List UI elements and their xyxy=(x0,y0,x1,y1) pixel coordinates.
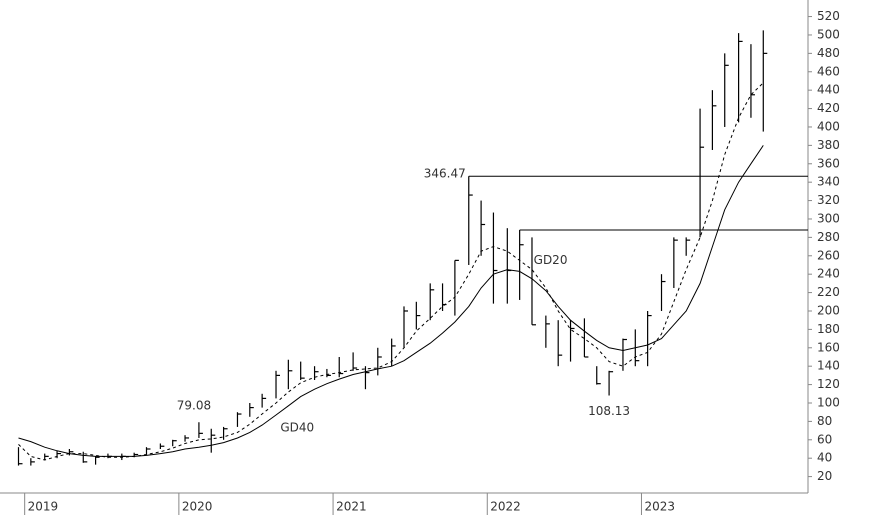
y-tick-label: 320 xyxy=(817,193,840,207)
annotation: 346.47 xyxy=(424,167,466,181)
y-tick-label: 340 xyxy=(817,175,840,189)
y-tick-label: 360 xyxy=(817,156,840,170)
y-tick-label: 260 xyxy=(817,248,840,262)
y-tick-label: 300 xyxy=(817,211,840,225)
y-tick-label: 160 xyxy=(817,340,840,354)
x-tick-label: 2020 xyxy=(182,500,213,514)
y-tick-label: 220 xyxy=(817,285,840,299)
y-tick-label: 380 xyxy=(817,138,840,152)
x-tick-label: 2022 xyxy=(490,500,521,514)
x-tick-label: 2023 xyxy=(644,500,675,514)
y-tick-label: 80 xyxy=(817,414,832,428)
y-tick-label: 500 xyxy=(817,27,840,41)
y-tick-label: 240 xyxy=(817,267,840,281)
y-tick-label: 520 xyxy=(817,9,840,23)
series-label: GD40 xyxy=(280,420,314,434)
y-tick-label: 20 xyxy=(817,469,832,483)
x-tick-label: 2019 xyxy=(28,500,59,514)
y-tick-label: 460 xyxy=(817,64,840,78)
x-tick-label: 2021 xyxy=(336,500,367,514)
y-tick-label: 200 xyxy=(817,303,840,317)
moving-average xyxy=(18,82,764,461)
y-tick-label: 280 xyxy=(817,230,840,244)
y-tick-label: 180 xyxy=(817,322,840,336)
y-tick-label: 100 xyxy=(817,395,840,409)
moving-average xyxy=(18,145,764,457)
y-tick-label: 140 xyxy=(817,359,840,373)
y-tick-label: 60 xyxy=(817,432,832,446)
y-tick-label: 400 xyxy=(817,119,840,133)
y-tick-label: 440 xyxy=(817,83,840,97)
y-tick-label: 480 xyxy=(817,46,840,60)
annotation: 79.08 xyxy=(177,399,211,413)
series-label: GD20 xyxy=(534,253,568,267)
y-tick-label: 40 xyxy=(817,451,832,465)
annotation: 108.13 xyxy=(588,404,630,418)
y-tick-label: 120 xyxy=(817,377,840,391)
y-tick-label: 420 xyxy=(817,101,840,115)
